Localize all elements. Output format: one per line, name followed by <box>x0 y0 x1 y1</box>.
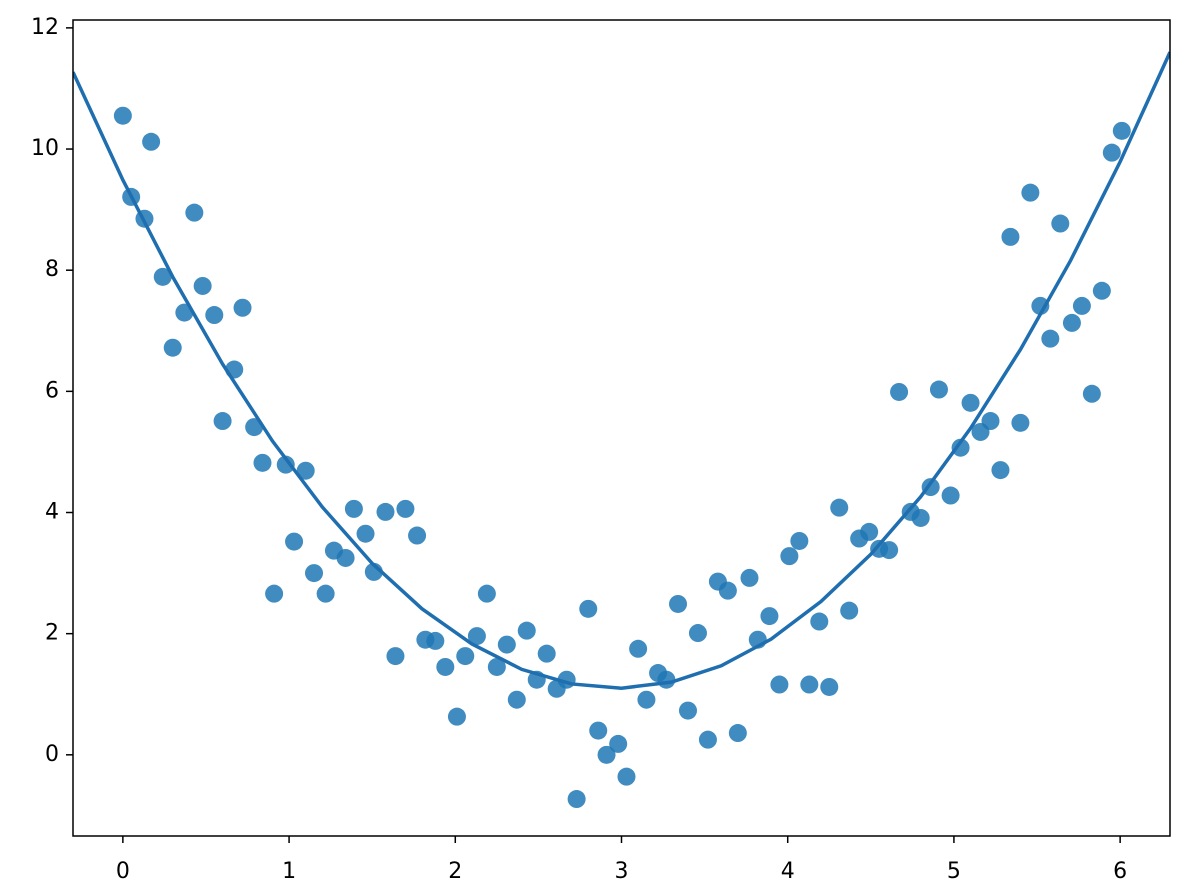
scatter-point <box>1021 183 1040 202</box>
scatter-point <box>1031 296 1050 315</box>
scatter-point <box>396 499 415 518</box>
y-tick-label: 6 <box>45 378 59 403</box>
x-tick-label: 2 <box>448 859 462 884</box>
scatter-point <box>991 461 1010 480</box>
scatter-point <box>436 657 455 676</box>
scatter-point <box>637 690 656 709</box>
scatter-point <box>698 730 717 749</box>
scatter-point <box>740 568 759 587</box>
scatter-point <box>344 499 363 518</box>
scatter-point <box>1082 384 1101 403</box>
scatter-point <box>265 584 284 603</box>
scatter-point <box>376 502 395 521</box>
scatter-point <box>1112 121 1131 140</box>
scatter-point <box>153 267 172 286</box>
scatter-point <box>890 382 909 401</box>
scatter-point <box>678 701 697 720</box>
scatter-point <box>589 721 608 740</box>
scatter-point <box>981 412 1000 431</box>
y-tick-label: 12 <box>31 15 59 40</box>
scatter-point <box>233 298 252 317</box>
scatter-point <box>456 647 475 666</box>
scatter-point <box>1102 143 1121 162</box>
x-tick-label: 6 <box>1113 859 1127 884</box>
scatter-point <box>669 594 688 613</box>
scatter-point <box>1051 214 1070 233</box>
scatter-point <box>1041 329 1060 348</box>
scatter-point <box>316 584 335 603</box>
scatter-point <box>1062 313 1081 332</box>
scatter-point <box>688 624 707 643</box>
scatter-point <box>386 647 405 666</box>
scatter-point <box>728 724 747 743</box>
y-tick-label: 4 <box>45 500 59 525</box>
scatter-point <box>517 621 536 640</box>
scatter-point <box>880 541 899 560</box>
scatter-point <box>408 526 427 545</box>
scatter-point <box>285 532 304 551</box>
x-tick-label: 3 <box>615 859 629 884</box>
scatter-point <box>276 455 295 474</box>
scatter-point <box>142 132 161 151</box>
scatter-point <box>830 498 849 517</box>
scatter-point <box>820 677 839 696</box>
scatter-point <box>951 438 970 457</box>
scatter-point <box>447 707 466 726</box>
x-tick-label: 4 <box>781 859 795 884</box>
scatter-point <box>507 690 526 709</box>
scatter-point <box>657 670 676 689</box>
scatter-point <box>1072 296 1091 315</box>
scatter-point <box>426 631 445 650</box>
scatter-point <box>629 639 648 658</box>
scatter-point <box>305 564 324 583</box>
scatter-point <box>609 734 628 753</box>
scatter-point <box>961 393 980 412</box>
scatter-point <box>537 644 556 663</box>
y-tick-label: 8 <box>45 257 59 282</box>
scatter-point <box>579 599 598 618</box>
scatter-point <box>1092 281 1111 300</box>
scatter-point <box>1001 227 1020 246</box>
scatter-point <box>780 547 799 566</box>
scatter-point <box>477 584 496 603</box>
scatter-point <box>296 461 315 480</box>
y-tick-label: 0 <box>45 742 59 767</box>
fit-line <box>73 51 1170 690</box>
scatter-point <box>336 548 355 567</box>
scatter-point <box>467 627 486 646</box>
y-tick-label: 10 <box>31 136 59 161</box>
scatter-point <box>941 486 960 505</box>
scatter-point <box>487 657 506 676</box>
scatter-point <box>1011 413 1030 432</box>
scatter-point <box>185 203 204 222</box>
scatter-point <box>497 635 516 654</box>
scatter-point <box>205 306 224 325</box>
scatter-point <box>597 745 616 764</box>
scatter-point <box>800 675 819 694</box>
scatter-point <box>718 581 737 600</box>
scatter-point <box>356 524 375 543</box>
scatter-point <box>810 612 829 631</box>
x-tick-label: 0 <box>116 859 130 884</box>
x-tick-label: 1 <box>282 859 296 884</box>
scatter-point <box>163 338 182 357</box>
scatter-point <box>113 106 132 125</box>
scatter-point <box>567 790 586 809</box>
scatter-point <box>840 601 859 620</box>
scatter-point <box>790 531 809 550</box>
scatter-point <box>770 675 789 694</box>
scatter-point <box>213 412 232 431</box>
scatter-point <box>911 508 930 527</box>
scatter-point <box>617 767 636 786</box>
scatter-point <box>860 522 879 541</box>
y-tick-label: 2 <box>45 621 59 646</box>
scatter-point <box>929 380 948 399</box>
x-tick-label: 5 <box>947 859 961 884</box>
plot-frame <box>72 19 1171 837</box>
scatter-point <box>253 453 272 472</box>
scatter-point <box>760 607 779 626</box>
scatter-point <box>193 276 212 295</box>
